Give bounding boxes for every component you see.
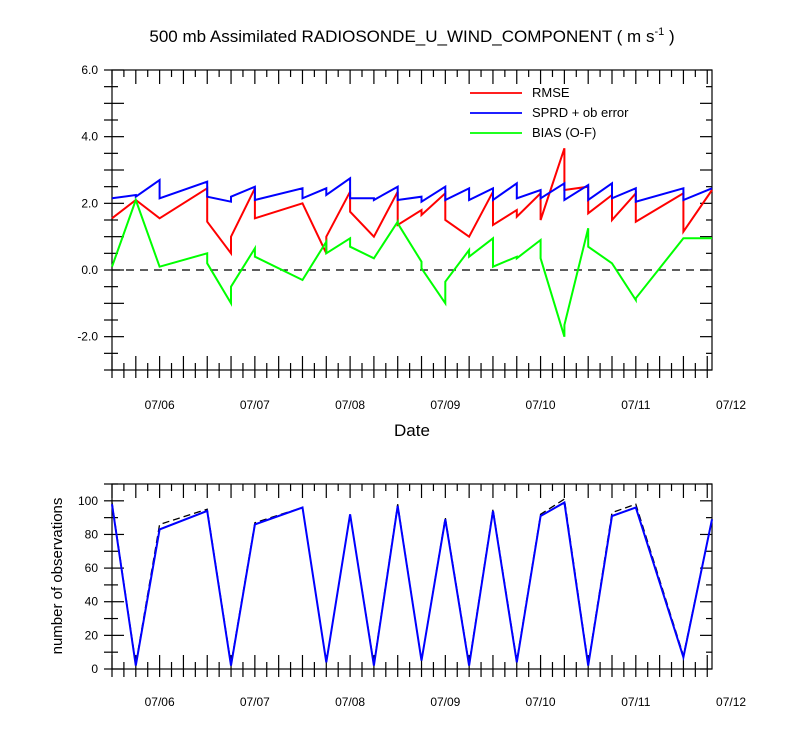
x-tick-label: 07/08 [335,695,365,709]
series-line-possible [111,498,713,665]
x-tick-label: 07/12 [716,695,746,709]
y-tick-label: 60 [85,561,99,575]
series-line-rmse [111,147,713,257]
y-tick-label: 0 [91,662,98,676]
legend-label-sprd: SPRD + ob error [532,105,629,120]
top-plot: 07/06 07/07 07/08 07/09 07/10 07/11 07/12 6.0 4… [77,63,746,440]
x-tick-label: 07/07 [240,398,270,412]
bottom-plot-frame [111,483,713,670]
legend-label-rmse: RMSE [532,85,570,100]
x-tick-label: 07/10 [526,398,556,412]
y-tick-label: 40 [85,595,99,609]
legend: RMSE SPRD + ob error BIAS (O-F) [470,85,629,140]
series-line-sprd-ob-error [111,176,713,204]
top-x-tick-labels: 07/06 07/07 07/08 07/09 07/10 07/11 07/12 [145,398,747,412]
bottom-plot-series [111,498,713,666]
y-tick-label: 0.0 [81,263,98,277]
y-tick-label: -2.0 [77,330,98,344]
legend-label-bias: BIAS (O-F) [532,125,596,140]
bottom-y-axis-label: number of observations [49,498,66,655]
bottom-plot: 07/06 07/07 07/08 07/09 07/10 07/11 07/12 100 8… [49,483,747,709]
x-tick-label: 07/09 [430,398,460,412]
x-tick-label: 07/08 [335,398,365,412]
series-line-assimilated [111,500,713,666]
y-tick-label: 80 [85,527,99,541]
top-y-tick-labels: 6.0 4.0 2.0 0.0 -2.0 [77,63,98,344]
x-tick-label: 07/07 [240,695,270,709]
x-tick-label: 07/06 [145,695,175,709]
chart-title-sup: -1 [654,26,664,38]
chart-title-main: 500 mb Assimilated RADIOSONDE_U_WIND_COM… [149,27,654,46]
y-tick-label: 2.0 [81,196,98,210]
top-plot-ticks [104,69,712,378]
x-tick-label: 07/10 [526,695,556,709]
y-tick-label: 6.0 [81,63,98,77]
chart-title: 500 mb Assimilated RADIOSONDE_U_WIND_COM… [149,26,674,46]
top-x-axis-label: Date [394,421,430,440]
bottom-y-tick-labels: 100 80 60 40 20 0 [78,494,98,676]
y-tick-label: 20 [85,628,99,642]
x-tick-label: 07/11 [621,398,650,412]
bottom-x-tick-labels: 07/06 07/07 07/08 07/09 07/10 07/11 07/12 [145,695,747,709]
series-line-bias-o-f [111,197,712,337]
top-plot-series [111,147,713,337]
x-tick-label: 07/09 [430,695,460,709]
y-tick-label: 100 [78,494,98,508]
y-tick-label: 4.0 [81,130,98,144]
x-tick-label: 07/11 [621,695,650,709]
chart-title-end: ) [664,27,674,46]
x-tick-label: 07/12 [716,398,746,412]
x-tick-label: 07/06 [145,398,175,412]
